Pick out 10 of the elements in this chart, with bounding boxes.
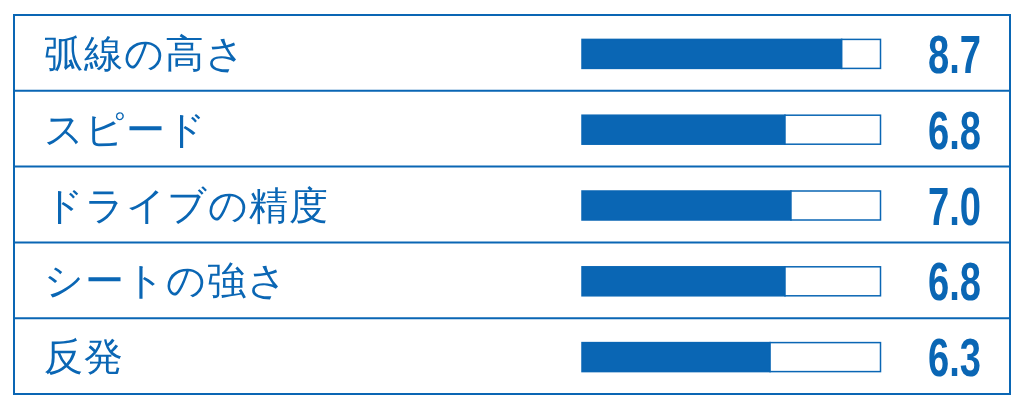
data-label: 7.0	[927, 176, 981, 236]
y-tick-label: 反発	[44, 334, 124, 380]
data-label: 8.7	[927, 24, 981, 85]
data-label: 6.8	[927, 252, 981, 312]
data-label: 6.3	[927, 327, 981, 388]
y-tick-label: 弧線の高さ	[44, 30, 246, 76]
y-tick-label: ドライブの精度	[44, 182, 329, 228]
data-label: 6.8	[927, 100, 981, 161]
y-tick-label: スピード	[44, 106, 207, 152]
y-tick-label: シートの強さ	[44, 258, 288, 304]
